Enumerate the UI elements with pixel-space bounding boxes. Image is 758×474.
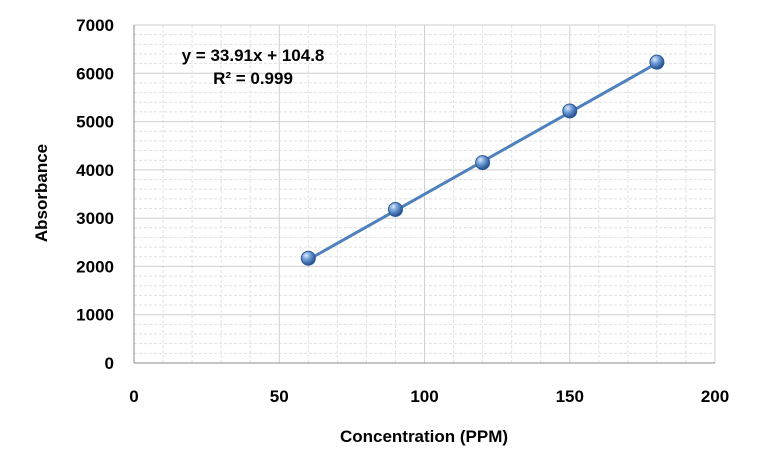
r-squared-label: R² = 0.999 bbox=[213, 69, 293, 88]
trendline-equation: y = 33.91x + 104.8 bbox=[182, 46, 325, 65]
y-tick-label: 1000 bbox=[76, 306, 114, 325]
y-tick-label: 2000 bbox=[76, 257, 114, 276]
x-axis-title: Concentration (PPM) bbox=[340, 427, 508, 446]
data-point bbox=[475, 155, 491, 171]
data-point bbox=[387, 201, 403, 217]
y-tick-label: 6000 bbox=[76, 64, 114, 83]
y-axis-title: Absorbance bbox=[32, 144, 51, 242]
y-tick-label: 4000 bbox=[76, 161, 114, 180]
x-tick-label: 150 bbox=[556, 387, 584, 406]
x-tick-label: 100 bbox=[410, 387, 438, 406]
y-tick-label: 0 bbox=[105, 354, 114, 373]
data-point bbox=[562, 103, 578, 119]
major-gridlines bbox=[134, 24, 716, 363]
axes bbox=[133, 25, 715, 364]
data-points bbox=[300, 54, 665, 266]
x-tick-label: 200 bbox=[701, 387, 729, 406]
y-tick-label: 3000 bbox=[76, 209, 114, 228]
x-tick-label: 50 bbox=[270, 387, 289, 406]
y-tick-label: 5000 bbox=[76, 113, 114, 132]
data-point bbox=[649, 54, 665, 70]
tick-labels: 0 50 100 150 2000100020003000400050006000700… bbox=[76, 16, 729, 406]
y-tick-label: 7000 bbox=[76, 16, 114, 35]
x-tick-label: 0 bbox=[129, 387, 138, 406]
data-point bbox=[300, 250, 316, 266]
